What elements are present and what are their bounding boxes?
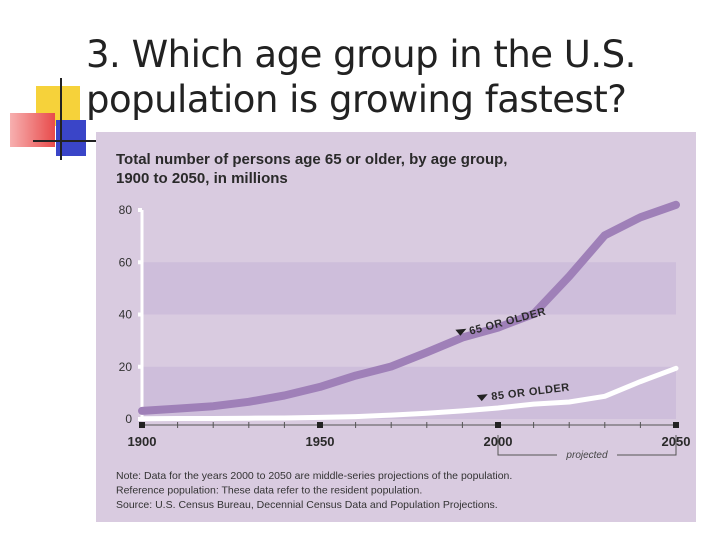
y-tick-mark xyxy=(138,208,142,212)
series-line-85-or-older xyxy=(139,365,679,422)
chart-title-line-2: 1900 to 2050, in millions xyxy=(116,170,288,187)
series-label-arrow xyxy=(455,328,467,336)
chart-title-line-1: Total number of persons age 65 or older,… xyxy=(116,151,507,168)
grid-band xyxy=(142,366,676,419)
slide-title: 3. Which age group in the U.S. populatio… xyxy=(86,32,716,122)
x-tick-major xyxy=(139,422,145,428)
chart-note-3: Source: U.S. Census Bureau, Decennial Ce… xyxy=(116,499,498,511)
chart-note-1: Note: Data for the years 2000 to 2050 ar… xyxy=(116,470,512,482)
y-tick-mark xyxy=(138,364,142,369)
x-tick-major xyxy=(317,422,323,428)
projected-label: projected xyxy=(565,450,608,461)
projected-label-bg xyxy=(557,448,617,460)
slide-title-line-1: 3. Which age group in the U.S. xyxy=(86,33,636,76)
accent-line-horizontal xyxy=(33,140,101,142)
accent-line-vertical xyxy=(60,78,62,160)
chart-note-2: Reference population: These data refer t… xyxy=(116,485,422,497)
y-tick-label: 80 xyxy=(119,203,133,217)
grid-band xyxy=(142,262,676,315)
x-tick-major xyxy=(673,422,679,428)
y-tick-label: 40 xyxy=(119,308,133,322)
slide-title-line-2: population is growing fastest? xyxy=(86,78,627,121)
y-tick-mark xyxy=(138,260,142,265)
population-chart: Total number of persons age 65 or older,… xyxy=(96,132,696,522)
series-label-arrow xyxy=(476,394,488,402)
chart-panel xyxy=(96,132,696,522)
y-tick-label: 0 xyxy=(125,412,132,426)
x-tick-major xyxy=(495,422,501,428)
x-tick-label: 1950 xyxy=(306,434,335,449)
y-tick-label: 20 xyxy=(119,360,133,374)
x-tick-label: 1900 xyxy=(128,434,157,449)
y-tick-mark xyxy=(138,312,142,317)
series-line-65-or-older xyxy=(138,200,680,415)
y-tick-label: 60 xyxy=(119,255,133,269)
